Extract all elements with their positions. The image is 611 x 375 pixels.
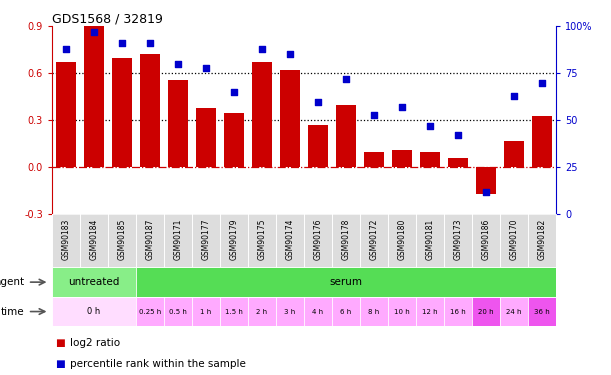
Text: GSM90171: GSM90171 [174, 219, 183, 260]
Text: time: time [1, 306, 24, 316]
Bar [276, 297, 304, 326]
Bar [336, 105, 356, 167]
Text: 3 h: 3 h [284, 309, 296, 315]
Point [257, 46, 267, 52]
Bar [476, 167, 496, 194]
Text: log2 ratio: log2 ratio [70, 338, 120, 348]
Bar [196, 108, 216, 167]
Text: 0.25 h: 0.25 h [139, 309, 161, 315]
Bar [248, 297, 276, 326]
Bar [192, 297, 220, 326]
Point [61, 46, 71, 52]
Text: 4 h: 4 h [312, 309, 324, 315]
Text: 0 h: 0 h [87, 307, 101, 316]
Text: ■: ■ [55, 359, 65, 369]
Bar [224, 112, 244, 167]
Text: 12 h: 12 h [422, 309, 438, 315]
Text: GSM90178: GSM90178 [342, 219, 351, 260]
Bar [504, 141, 524, 167]
Bar [388, 297, 416, 326]
Text: untreated: untreated [68, 277, 120, 287]
Text: 1.5 h: 1.5 h [225, 309, 243, 315]
Bar [304, 297, 332, 326]
Point [173, 61, 183, 67]
Bar [84, 26, 104, 167]
Bar [392, 150, 412, 167]
Text: GSM90172: GSM90172 [370, 219, 378, 260]
Point [369, 112, 379, 118]
Bar [528, 297, 556, 326]
Bar [416, 297, 444, 326]
Point [285, 51, 295, 57]
Text: GSM90186: GSM90186 [481, 219, 491, 260]
Bar [136, 267, 556, 297]
Point [509, 93, 519, 99]
Text: GSM90177: GSM90177 [202, 219, 210, 260]
Point [89, 29, 99, 35]
Text: agent: agent [0, 277, 24, 287]
Point [145, 40, 155, 46]
Text: ■: ■ [55, 338, 65, 348]
Text: 0.5 h: 0.5 h [169, 309, 187, 315]
Text: GSM90182: GSM90182 [538, 219, 546, 260]
Text: 36 h: 36 h [534, 309, 550, 315]
Text: 10 h: 10 h [394, 309, 410, 315]
Text: GSM90180: GSM90180 [398, 219, 406, 260]
Text: 6 h: 6 h [340, 309, 351, 315]
Point [397, 104, 407, 110]
Point [481, 189, 491, 195]
Bar [532, 116, 552, 167]
Text: 1 h: 1 h [200, 309, 211, 315]
Text: 16 h: 16 h [450, 309, 466, 315]
Text: GSM90185: GSM90185 [117, 219, 126, 260]
Text: 24 h: 24 h [507, 309, 522, 315]
Point [201, 64, 211, 70]
Point [117, 40, 127, 46]
Text: 8 h: 8 h [368, 309, 379, 315]
Point [313, 99, 323, 105]
Bar [136, 297, 164, 326]
Text: GSM90173: GSM90173 [453, 219, 463, 260]
Bar [252, 62, 272, 167]
Bar [140, 54, 159, 167]
Bar [56, 62, 76, 167]
Bar [420, 152, 440, 167]
Text: percentile rank within the sample: percentile rank within the sample [70, 359, 246, 369]
Bar [220, 297, 248, 326]
Bar [308, 125, 327, 167]
Text: 2 h: 2 h [257, 309, 268, 315]
Point [341, 76, 351, 82]
Text: GSM90184: GSM90184 [89, 219, 98, 260]
Bar [448, 158, 468, 167]
Text: GSM90174: GSM90174 [285, 219, 295, 260]
Point [425, 123, 435, 129]
Text: GDS1568 / 32819: GDS1568 / 32819 [52, 12, 163, 25]
Text: GSM90183: GSM90183 [62, 219, 70, 260]
Text: GSM90175: GSM90175 [257, 219, 266, 260]
Text: GSM90179: GSM90179 [230, 219, 238, 260]
Bar [332, 297, 360, 326]
Bar [52, 267, 136, 297]
Bar [280, 70, 300, 167]
Bar [500, 297, 528, 326]
Bar [444, 297, 472, 326]
Point [537, 80, 547, 86]
Bar [112, 58, 132, 167]
Bar [360, 297, 388, 326]
Bar [52, 297, 136, 326]
Text: serum: serum [329, 277, 362, 287]
Bar [164, 297, 192, 326]
Text: GSM90187: GSM90187 [145, 219, 155, 260]
Bar [364, 152, 384, 167]
Bar [168, 80, 188, 167]
Point [229, 89, 239, 95]
Text: 20 h: 20 h [478, 309, 494, 315]
Text: GSM90181: GSM90181 [425, 219, 434, 260]
Text: GSM90176: GSM90176 [313, 219, 323, 260]
Point [453, 132, 463, 138]
Text: GSM90170: GSM90170 [510, 219, 519, 260]
Bar [472, 297, 500, 326]
